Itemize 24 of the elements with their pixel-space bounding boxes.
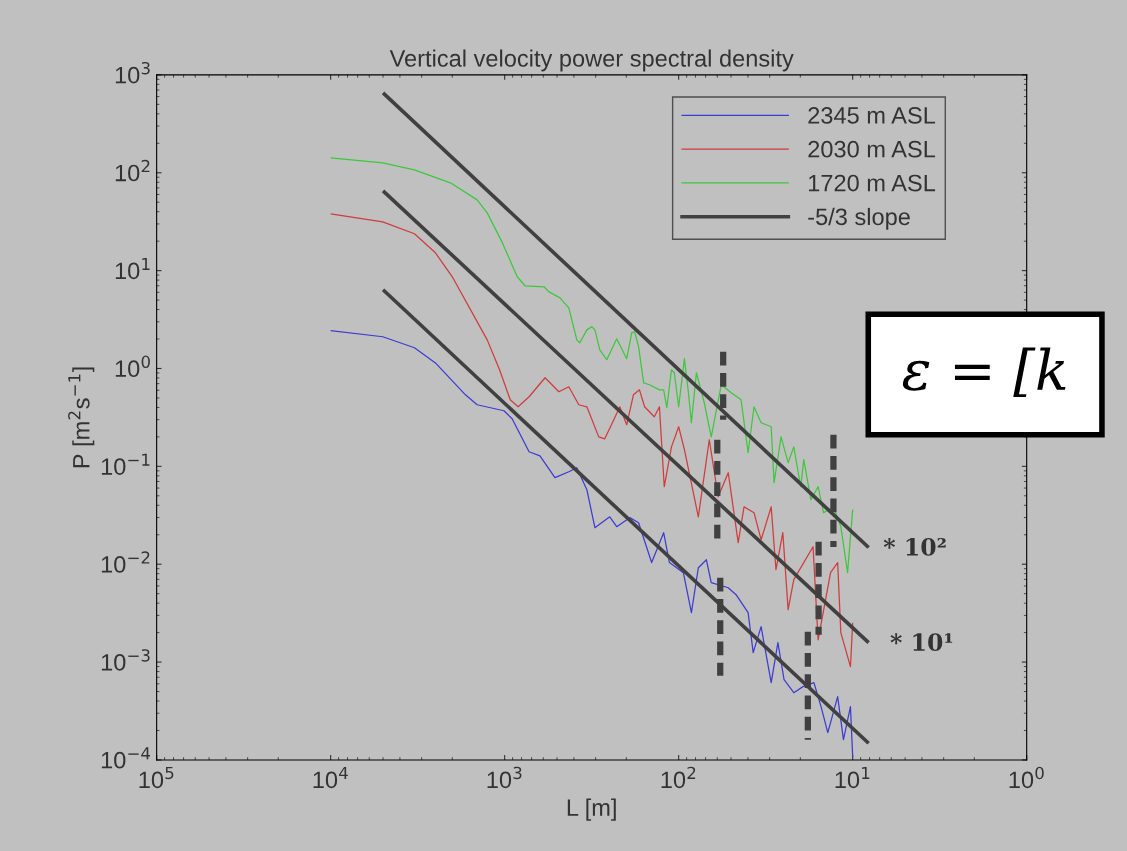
legend-label: 2345 m ASL	[808, 107, 936, 124]
legend-label: -5/3 slope	[808, 207, 910, 230]
y-tick-label: 10$^{−4}$	[101, 747, 151, 769]
y-tick-label: 10$^{−2}$	[101, 551, 150, 573]
x-tick-label: 10$^{2}$	[661, 766, 696, 789]
y-tick-label: 10$^{1}$	[115, 257, 150, 280]
y-tick-label: 10$^{0}$	[115, 355, 150, 378]
legend-label: 1720 m ASL	[809, 174, 936, 192]
x-tick-label: 10$^{0}$	[1009, 766, 1044, 789]
annotation: * 10²	[883, 537, 946, 556]
chart-title: Vertical velocity power spectral density	[389, 49, 794, 72]
y-tick-label: 10$^{−1}$	[101, 453, 150, 475]
x-tick-label: 10$^{3}$	[487, 766, 522, 789]
x-tick-label: 10$^{5}$	[139, 766, 174, 789]
annotation: * 10¹	[890, 633, 953, 652]
y-axis-title: P [m$^{2}$s$^{−1}$]	[68, 367, 95, 468]
x-tick-label: 10$^{1}$	[835, 766, 870, 789]
legend-label: 2030 m ASL	[808, 140, 936, 158]
y-tick-label: 10$^{2}$	[115, 159, 150, 182]
y-tick-label: 10$^{−3}$	[101, 649, 150, 671]
x-tick-label: 10$^{4}$	[313, 766, 348, 789]
x-axis-title: L [m]	[567, 798, 616, 821]
y-tick-label: 10$^{3}$	[115, 61, 150, 84]
annotation: ε = [k	[902, 347, 1066, 398]
